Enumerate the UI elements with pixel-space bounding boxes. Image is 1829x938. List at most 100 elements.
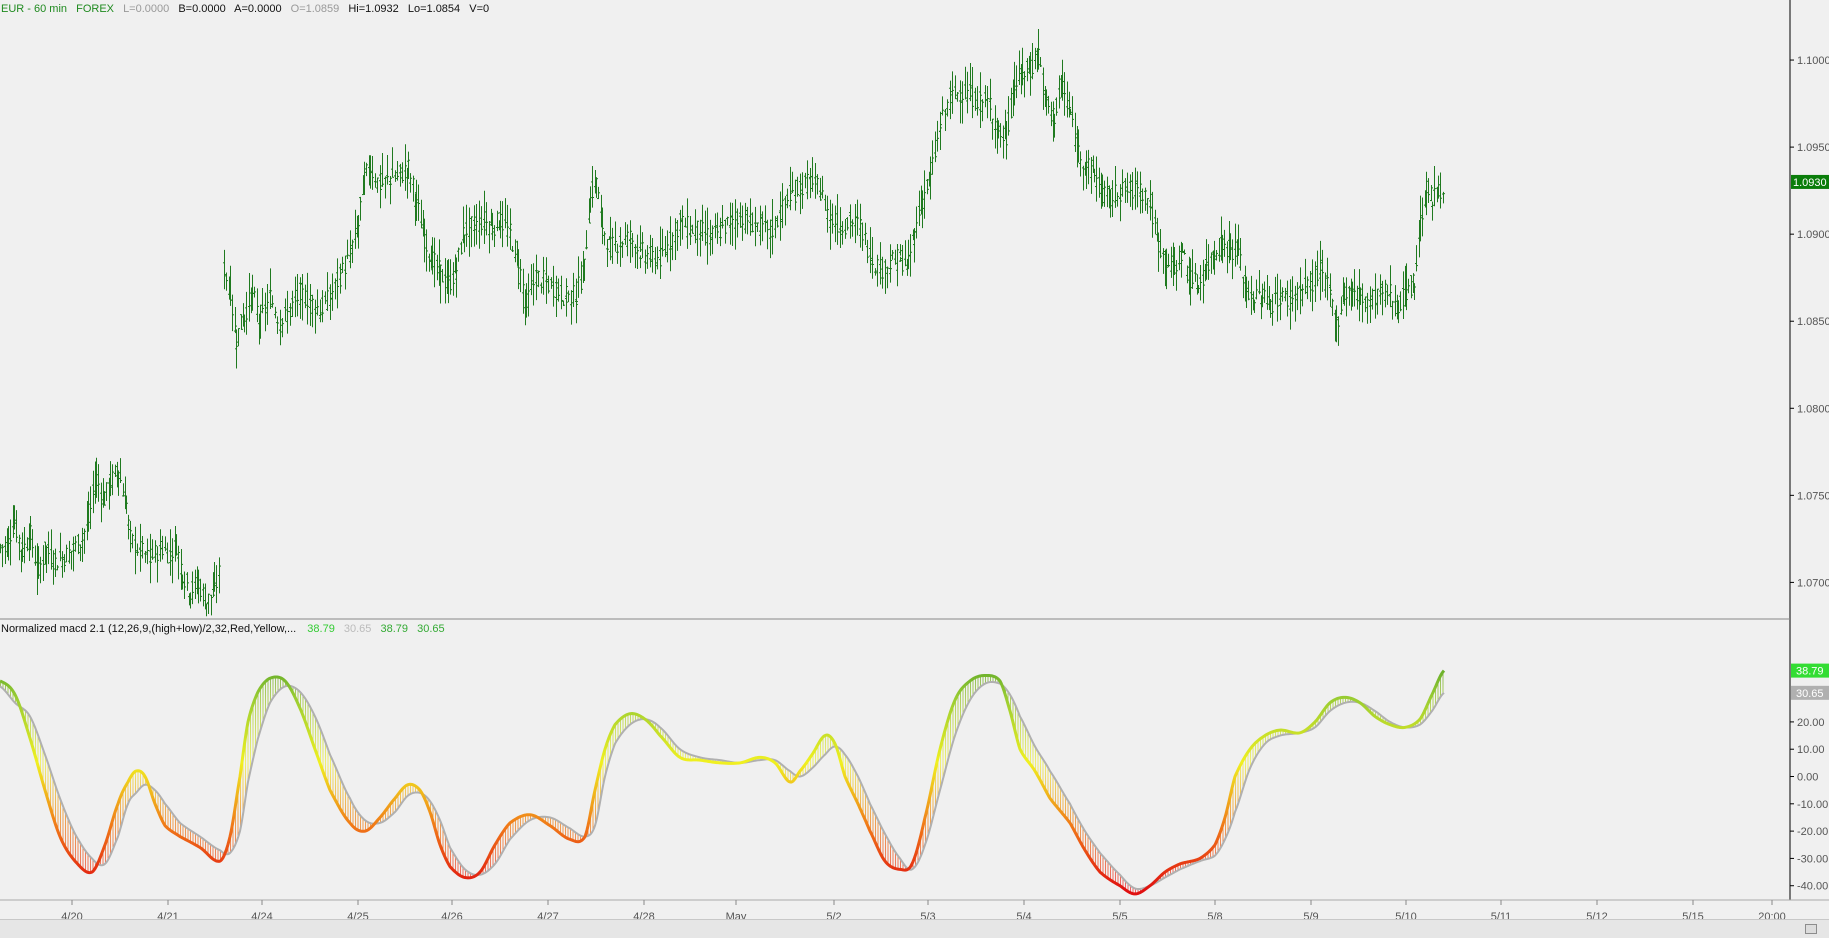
ohlc-bar (836, 194, 839, 245)
ohlc-bar (483, 211, 486, 242)
ohlc-bar (624, 222, 627, 245)
price-tick-label: 1.0900 (1797, 229, 1829, 241)
ohlc-bar (716, 212, 719, 244)
ohlc-bar (210, 594, 213, 616)
ohlc-bar (1369, 286, 1372, 324)
ohlc-bar (761, 211, 764, 242)
ohlc-bar (597, 186, 600, 200)
ohlc-bar (1162, 248, 1165, 274)
ohlc-bar (606, 239, 609, 268)
ohlc-bar (243, 314, 246, 333)
ohlc-bar (56, 565, 59, 571)
ohlc-bar (1433, 166, 1436, 207)
ohlc-bar (674, 218, 677, 261)
ohlc-bar (696, 220, 699, 256)
ohlc-bar (954, 75, 957, 100)
ohlc-bar (134, 526, 137, 575)
macd-histogram (0, 672, 1444, 894)
ohlc-bar (1055, 97, 1058, 116)
horizontal-scrollbar[interactable] (0, 919, 1829, 938)
ohlc-bar (856, 199, 859, 236)
ohlc-bar (731, 202, 734, 247)
ohlc-bar (205, 603, 208, 617)
ohlc-bar (87, 491, 90, 532)
ohlc-bar (1239, 237, 1242, 271)
ohlc-bar (999, 123, 1002, 148)
ohlc-bar (918, 190, 921, 227)
ohlc-bar (125, 495, 128, 514)
ohlc-bar (207, 593, 210, 614)
ohlc-bar (1186, 265, 1189, 284)
ohlc-bar (631, 232, 634, 258)
ohlc-bar (119, 458, 122, 483)
ohlc-bar (1335, 305, 1338, 343)
ohlc-bar (181, 574, 184, 590)
ohlc-bar (1191, 249, 1194, 289)
ohlc-bar (537, 270, 540, 288)
ohlc-bar (511, 246, 514, 253)
ohlc-bar (994, 105, 997, 149)
ohlc-bar (936, 120, 939, 152)
ohlc-bar (686, 198, 689, 249)
ohlc-bar (1116, 192, 1119, 207)
ohlc-bar (1085, 150, 1088, 189)
ohlc-bar (796, 176, 799, 197)
ohlc-bar (956, 92, 959, 102)
ohlc-bar (194, 569, 197, 600)
ohlc-bar (266, 284, 269, 325)
ohlc-bar (854, 203, 857, 244)
ohlc-bar (475, 203, 478, 245)
ohlc-bar (18, 534, 21, 561)
ohlc-bar (141, 535, 144, 559)
high-label: Hi=1.0932 (348, 3, 398, 15)
ohlc-bar (542, 256, 545, 295)
ohlc-bar (1296, 282, 1299, 311)
ohlc-bar (570, 290, 573, 325)
ohlc-bar (1340, 296, 1343, 315)
ohlc-bar (92, 470, 95, 514)
ohlc-bar (1077, 129, 1080, 163)
price-bars (0, 28, 1445, 617)
ohlc-bar (336, 258, 339, 309)
scrollbar-thumb[interactable] (1805, 924, 1817, 934)
ohlc-bar (829, 199, 832, 250)
ohlc-bar (1371, 288, 1374, 310)
ohlc-bar (946, 99, 949, 117)
ohlc-bar (522, 268, 525, 314)
last-price-badge-bg (1791, 174, 1829, 189)
price-tick-label: 1.0950 (1797, 142, 1829, 154)
ohlc-bar (363, 161, 366, 195)
ohlc-bar (562, 300, 565, 306)
ohlc-bar (127, 514, 130, 540)
ohlc-bar (218, 557, 221, 594)
ohlc-bar (989, 78, 992, 122)
ohlc-bar (1031, 42, 1034, 80)
ohlc-bar (189, 592, 192, 609)
ohlc-bar (582, 250, 585, 283)
ohlc-bar (1407, 278, 1410, 294)
ohlc-bar (231, 294, 234, 332)
ohlc-bar (299, 281, 302, 319)
ohlc-bar (550, 277, 553, 289)
ohlc-bar (274, 306, 277, 319)
ohlc-bar (166, 542, 169, 564)
ohlc-bar (1366, 292, 1369, 324)
ohlc-bar (629, 227, 632, 263)
ohlc-bar (759, 211, 762, 246)
ohlc-bar (644, 249, 647, 274)
ohlc-bar (175, 534, 178, 556)
ohlc-bar (180, 548, 183, 590)
ohlc-bar (240, 314, 243, 330)
ohlc-bar (186, 572, 189, 591)
ohlc-bar (374, 173, 377, 188)
indicator-header: Normalized macd 2.1 (12,26,9,(high+low)/… (1, 623, 445, 635)
ohlc-bar (1034, 47, 1037, 70)
ohlc-bar (814, 162, 817, 199)
ohlc-bar (974, 87, 977, 111)
ohlc-bar (666, 230, 669, 263)
ohlc-bar (1061, 59, 1064, 101)
ohlc-bar (412, 175, 415, 202)
ohlc-bar (1058, 75, 1061, 109)
ohlc-bar (1170, 246, 1173, 278)
